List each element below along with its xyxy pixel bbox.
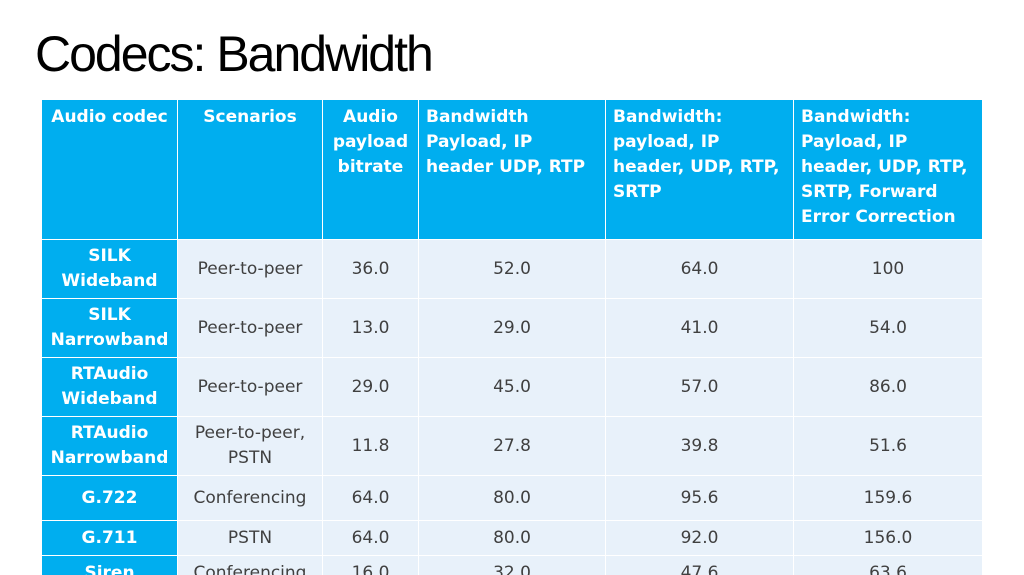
bitrate-cell: 64.0 [322,520,419,556]
scenario-cell: Peer-to-peer [177,298,323,358]
scenario-cell: Peer-to-peer [177,357,323,417]
scenario-cell: Conferencing [177,475,323,521]
bitrate-cell: 11.8 [322,416,419,476]
bw-fec-cell: 159.6 [793,475,982,521]
bw-srtp-cell: 92.0 [605,520,794,556]
bandwidth-table: Audio codec Scenarios Audio payload bitr… [41,99,982,575]
codec-cell: G.722 [41,475,178,521]
bw-fec-cell: 100 [793,239,982,299]
codec-cell: SILK Wideband [41,239,178,299]
bw-ip-udp-rtp-cell: 27.8 [418,416,606,476]
scenario-cell: PSTN [177,520,323,556]
bw-srtp-cell: 95.6 [605,475,794,521]
bw-srtp-cell: 41.0 [605,298,794,358]
bitrate-cell: 13.0 [322,298,419,358]
bw-ip-udp-rtp-cell: 80.0 [418,520,606,556]
bw-fec-cell: 156.0 [793,520,982,556]
codec-cell: Siren [41,555,178,575]
bw-fec-cell: 51.6 [793,416,982,476]
bw-srtp-cell: 47.6 [605,555,794,575]
header-bandwidth-srtp: Bandwidth: payload, IP header, UDP, RTP,… [605,99,794,240]
bw-srtp-cell: 39.8 [605,416,794,476]
table-row: RTAudio Narrowband Peer-to-peer, PSTN 11… [41,416,982,476]
bw-srtp-cell: 57.0 [605,357,794,417]
codec-cell: SILK Narrowband [41,298,178,358]
codec-cell: G.711 [41,520,178,556]
table-row: SILK Narrowband Peer-to-peer 13.0 29.0 4… [41,298,982,358]
scenario-cell: Peer-to-peer [177,239,323,299]
bw-ip-udp-rtp-cell: 80.0 [418,475,606,521]
header-audio-codec: Audio codec [41,99,178,240]
scenario-cell: Peer-to-peer, PSTN [177,416,323,476]
table-row: SILK Wideband Peer-to-peer 36.0 52.0 64.… [41,239,982,299]
codec-cell: RTAudio Narrowband [41,416,178,476]
table-row: G.722 Conferencing 64.0 80.0 95.6 159.6 [41,475,982,521]
header-bandwidth-fec: Bandwidth: Payload, IP header, UDP, RTP,… [793,99,982,240]
scenario-cell: Conferencing [177,555,323,575]
table-row: G.711 PSTN 64.0 80.0 92.0 156.0 [41,520,982,556]
bw-fec-cell: 54.0 [793,298,982,358]
bw-ip-udp-rtp-cell: 52.0 [418,239,606,299]
bw-ip-udp-rtp-cell: 29.0 [418,298,606,358]
header-scenarios: Scenarios [177,99,323,240]
table-row: RTAudio Wideband Peer-to-peer 29.0 45.0 … [41,357,982,417]
bw-fec-cell: 63.6 [793,555,982,575]
codec-cell: RTAudio Wideband [41,357,178,417]
bw-ip-udp-rtp-cell: 32.0 [418,555,606,575]
table-container: Audio codec Scenarios Audio payload bitr… [41,99,982,575]
bitrate-cell: 29.0 [322,357,419,417]
header-bandwidth-ip-udp-rtp: Bandwidth Payload, IP header UDP, RTP [418,99,606,240]
bitrate-cell: 36.0 [322,239,419,299]
bitrate-cell: 16.0 [322,555,419,575]
header-audio-payload-bitrate: Audio payload bitrate [322,99,419,240]
slide-title: Codecs: Bandwidth [35,26,434,82]
bw-srtp-cell: 64.0 [605,239,794,299]
table-header-row: Audio codec Scenarios Audio payload bitr… [41,99,982,240]
bw-fec-cell: 86.0 [793,357,982,417]
bitrate-cell: 64.0 [322,475,419,521]
bw-ip-udp-rtp-cell: 45.0 [418,357,606,417]
table-row: Siren Conferencing 16.0 32.0 47.6 63.6 [41,555,982,575]
